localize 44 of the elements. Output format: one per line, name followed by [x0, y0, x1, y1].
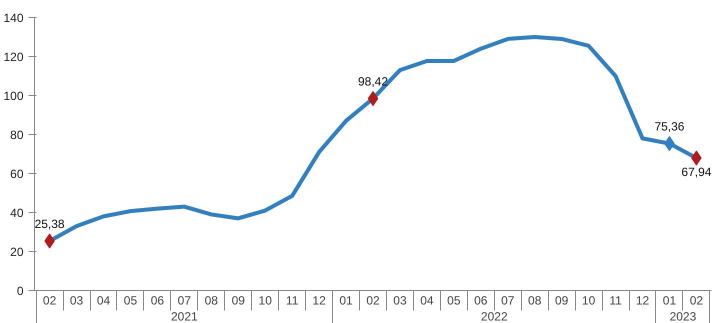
y-tick-label: 80	[10, 128, 24, 142]
x-tick-label: 10	[582, 294, 596, 308]
data-label: 67,94	[681, 165, 712, 180]
y-tick-label: 100	[3, 89, 24, 103]
x-tick-label: 07	[178, 294, 192, 308]
x-tick-label: 09	[554, 294, 569, 308]
x-tick-label: 05	[124, 294, 138, 308]
text: 2021	[171, 310, 198, 323]
x-tick-label: 02	[690, 294, 704, 308]
y-tick-label: 120	[3, 50, 24, 64]
data-label: 98,42	[358, 74, 388, 89]
x-tick-label: 01	[339, 294, 354, 308]
x-tick-label: 04	[420, 294, 434, 308]
y-tick-label: 20	[10, 245, 24, 259]
x-tick-label: 03	[70, 294, 84, 308]
x-tick-label: 05	[447, 294, 461, 308]
point	[44, 234, 55, 249]
y-tick-label: 60	[10, 167, 24, 181]
x-tick-label: 12	[312, 294, 326, 308]
x-tick-label: 09	[232, 294, 246, 308]
point	[664, 136, 675, 152]
x-tick-label: 08	[204, 294, 218, 308]
text: 2023	[670, 310, 697, 323]
y-tick-label: 140	[3, 11, 24, 25]
x-tick-label: 01	[662, 294, 676, 308]
y-tick-label: 40	[10, 206, 24, 220]
point	[691, 150, 702, 166]
point	[368, 91, 378, 106]
data-label: 75,36	[654, 120, 685, 134]
x-tick-label: 10	[258, 294, 272, 308]
x-tick-label: 06	[150, 294, 164, 308]
y-tick-label: 0	[16, 284, 24, 298]
x-tick-label: 03	[393, 294, 407, 308]
x-tick-label: 02	[42, 294, 57, 308]
x-tick-label: 08	[528, 294, 542, 308]
text: 2022	[480, 310, 508, 323]
x-tick-label: 11	[609, 294, 622, 308]
x-tick-label: 04	[96, 294, 110, 308]
x-tick-label: 07	[501, 294, 515, 308]
data-label: 25,38	[34, 217, 65, 232]
x-tick-label: 06	[474, 294, 488, 308]
x-tick-label: 11	[286, 294, 299, 308]
x-tick-label: 02	[366, 294, 380, 308]
x-tick-label: 12	[636, 294, 650, 308]
